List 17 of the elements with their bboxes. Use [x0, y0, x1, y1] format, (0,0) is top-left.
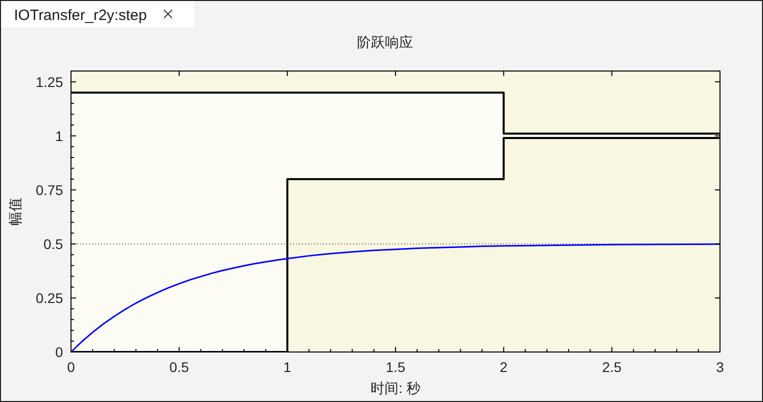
y-tick-label: 0.75: [36, 182, 63, 198]
y-tick-label: 0.25: [36, 290, 63, 306]
y-tick-label: 0.5: [44, 236, 63, 252]
x-tick-label: 1.5: [386, 359, 406, 375]
x-tick-label: 0: [67, 359, 75, 375]
y-label: 幅值: [7, 198, 23, 226]
x-tick-label: 2: [500, 359, 508, 375]
y-tick-label: 1.25: [36, 74, 63, 90]
x-label: 时间: 秒: [370, 380, 420, 396]
x-tick-label: 3: [716, 359, 724, 375]
y-tick-label: 1: [55, 128, 63, 144]
x-tick-label: 0.5: [169, 359, 189, 375]
title: 阶跃响应: [357, 34, 413, 50]
y-tick-label: 0: [55, 344, 63, 360]
annotation: IOTransfer_r2y:step: [14, 7, 147, 24]
x-tick-label: 2.5: [602, 359, 622, 375]
x-tick-label: 1: [283, 359, 292, 375]
